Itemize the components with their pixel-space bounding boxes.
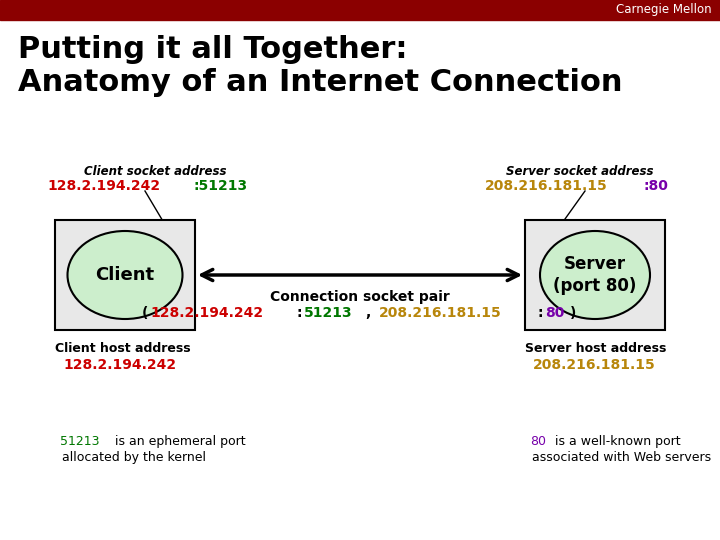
Text: 208.216.181.15: 208.216.181.15: [485, 179, 608, 193]
Text: :80: :80: [643, 179, 668, 193]
Text: 128.2.194.242: 128.2.194.242: [63, 358, 176, 372]
Text: Server
(port 80): Server (port 80): [553, 255, 636, 295]
Text: :51213: :51213: [193, 179, 247, 193]
Text: 51213: 51213: [303, 306, 352, 320]
Ellipse shape: [540, 231, 650, 319]
Text: allocated by the kernel: allocated by the kernel: [62, 451, 206, 464]
Text: Server socket address: Server socket address: [506, 165, 654, 178]
Text: Carnegie Mellon: Carnegie Mellon: [616, 3, 712, 17]
Ellipse shape: [68, 231, 182, 319]
Text: 128.2.194.242: 128.2.194.242: [47, 179, 161, 193]
Text: Server host address: Server host address: [525, 342, 667, 355]
Text: Client: Client: [96, 266, 155, 284]
Text: 80: 80: [530, 435, 546, 448]
Text: is a well-known port: is a well-known port: [551, 435, 680, 448]
Text: Client host address: Client host address: [55, 342, 191, 355]
Bar: [55, 220, 195, 330]
Text: ,: ,: [366, 306, 377, 320]
Text: associated with Web servers: associated with Web servers: [532, 451, 711, 464]
Text: 80: 80: [544, 306, 564, 320]
Text: :: :: [538, 306, 543, 320]
Bar: [0, 0, 720, 20]
Text: 51213: 51213: [60, 435, 99, 448]
Text: (: (: [142, 306, 148, 320]
Text: 128.2.194.242: 128.2.194.242: [150, 306, 264, 320]
Text: ): ): [570, 306, 576, 320]
Text: Client socket address: Client socket address: [84, 165, 226, 178]
Text: 208.216.181.15: 208.216.181.15: [533, 358, 656, 372]
Text: Connection socket pair: Connection socket pair: [270, 290, 450, 304]
Text: :: :: [297, 306, 302, 320]
Bar: [525, 220, 665, 330]
Text: Anatomy of an Internet Connection: Anatomy of an Internet Connection: [18, 68, 623, 97]
Text: Putting it all Together:: Putting it all Together:: [18, 35, 408, 64]
Text: 208.216.181.15: 208.216.181.15: [379, 306, 502, 320]
Text: is an ephemeral port: is an ephemeral port: [111, 435, 246, 448]
